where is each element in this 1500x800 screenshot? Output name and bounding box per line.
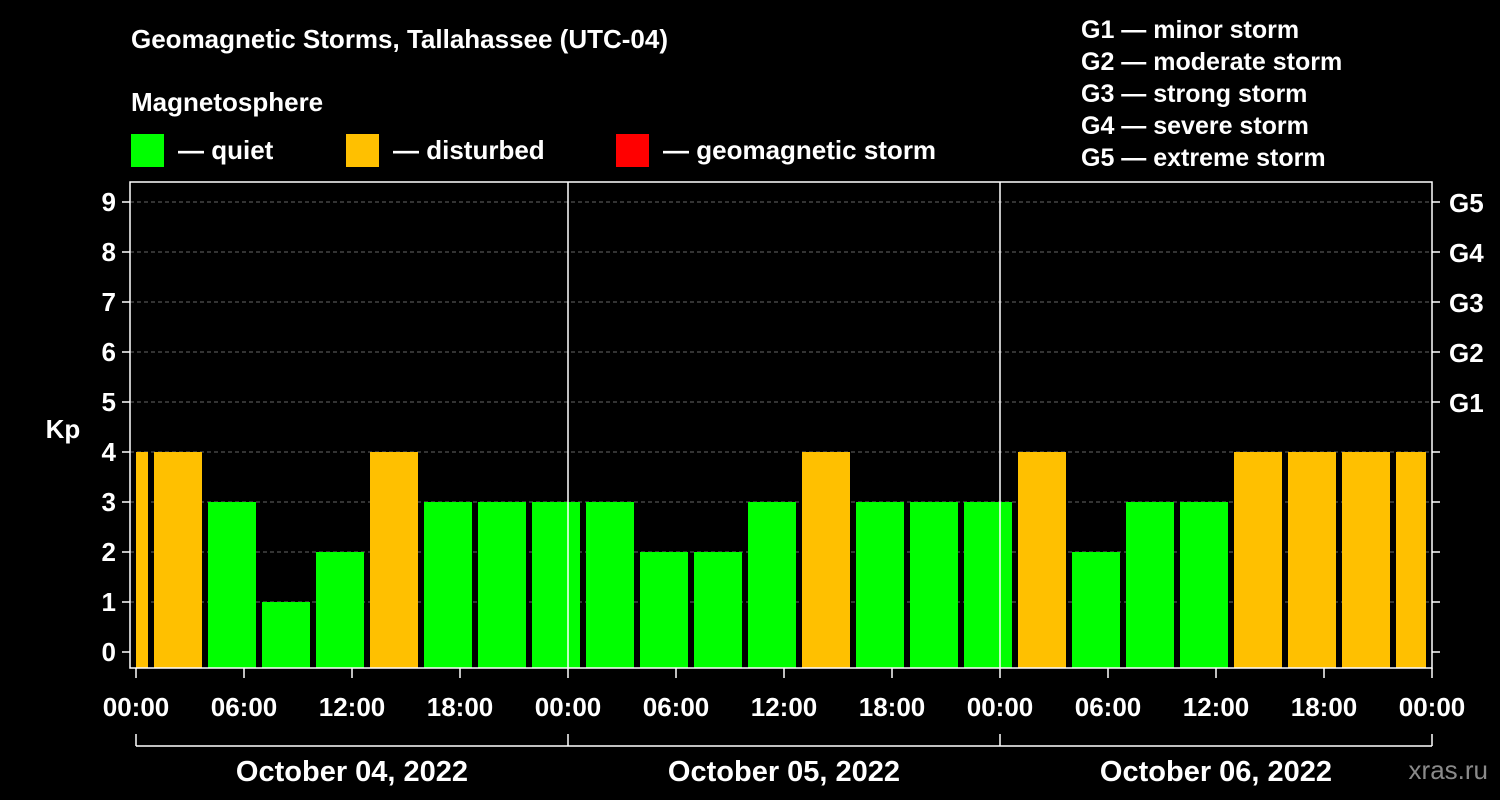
kp-bar [1018,452,1066,668]
kp-bar [316,552,364,668]
y-tick-label: 5 [102,387,116,417]
y-tick-label: 2 [102,537,116,567]
kp-bar [424,502,472,668]
legend-label-quiet: — quiet [178,134,274,165]
legend-swatch-quiet [131,133,164,167]
kp-bar [1288,452,1336,668]
storm-scale-g1: G1 — minor storm [1081,16,1300,44]
kp-bar [1234,452,1282,668]
x-tick-label: 18:00 [859,692,926,722]
kp-bar [1180,502,1228,668]
legend-swatch-disturbed [346,133,379,167]
g-scale-label-g5: G5 [1449,188,1484,218]
legend-item-disturbed: — disturbed [346,133,545,167]
kp-bar [856,502,904,668]
x-tick-label: 00:00 [103,692,170,722]
x-tick-label: 06:00 [211,692,278,722]
y-axis-label: Kp [46,414,81,444]
y-tick-label: 8 [102,237,116,267]
y-tick-label: 0 [102,637,116,667]
x-tick-label: 18:00 [427,692,494,722]
watermark: xras.ru [1408,755,1488,785]
g-scale-label-g3: G3 [1449,288,1484,318]
kp-bar [478,502,526,668]
kp-bar [586,502,634,668]
kp-bar [910,502,958,668]
kp-bar [748,502,796,668]
x-tick-label: 18:00 [1291,692,1358,722]
chart-subtitle: Magnetosphere [131,87,324,117]
x-tick-label: 00:00 [535,692,602,722]
kp-bar [370,452,418,668]
storm-scale-g2: G2 — moderate storm [1081,48,1343,76]
storm-scale-g4: G4 — severe storm [1081,112,1309,140]
kp-bar [532,502,580,668]
g-scale-label-g1: G1 [1449,388,1484,418]
kp-bar [1126,502,1174,668]
y-tick-label: 9 [102,187,116,217]
kp-bar [208,502,256,668]
storm-scale-legend: G1 — minor storm G2 — moderate storm G3 … [1081,14,1342,174]
y-tick-label: 3 [102,487,116,517]
legend-label-storm: — geomagnetic storm [663,134,937,165]
y-tick-label: 4 [102,437,117,467]
kp-bar [136,452,148,668]
day-label-3: October 06, 2022 [1100,756,1332,788]
legend-label-disturbed: — disturbed [393,134,545,165]
plot-frame [129,181,1433,669]
x-tick-label: 12:00 [319,692,386,722]
x-tick-label: 06:00 [643,692,710,722]
chart-title: Geomagnetic Storms, Tallahassee (UTC-04) [131,24,669,54]
day-label-2: October 05, 2022 [668,756,900,788]
g-scale-label-g4: G4 [1449,238,1484,268]
legend-item-storm: — geomagnetic storm [616,133,936,167]
x-tick-label: 12:00 [751,692,818,722]
kp-bar [802,452,850,668]
kp-bar [964,502,1012,668]
kp-bar [640,552,688,668]
y-tick-label: 7 [102,287,116,317]
x-tick-label: 00:00 [1399,692,1466,722]
day-label-1: October 04, 2022 [236,756,468,788]
x-tick-label: 12:00 [1183,692,1250,722]
kp-bar [1396,452,1426,668]
legend-item-quiet: — quiet [131,133,273,167]
kp-bar [154,452,202,668]
x-tick-label: 00:00 [967,692,1034,722]
kp-bar [1342,452,1390,668]
y-tick-label: 6 [102,337,116,367]
x-tick-label: 06:00 [1075,692,1142,722]
y-tick-label: 1 [102,587,116,617]
kp-bar [262,602,310,668]
legend-swatch-storm [616,133,649,167]
kp-bar [694,552,742,668]
kp-bar [1072,552,1120,668]
storm-scale-g5: G5 — extreme storm [1081,144,1326,172]
storm-scale-g3: G3 — strong storm [1081,80,1308,108]
g-scale-label-g2: G2 [1449,338,1484,368]
